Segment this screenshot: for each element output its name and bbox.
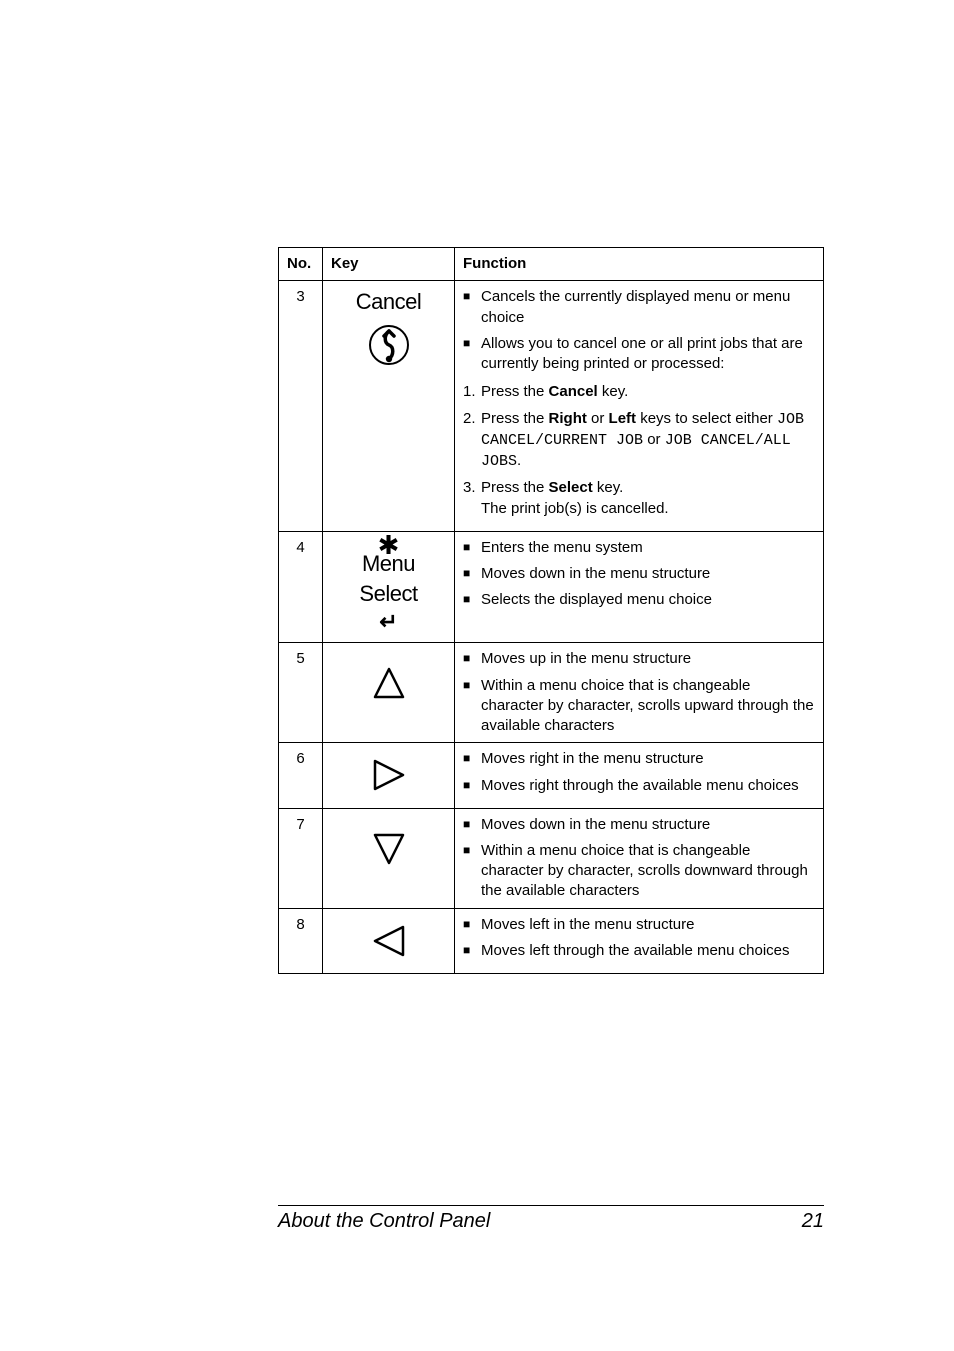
bullet-item: Allows you to cancel one or all print jo… (463, 334, 815, 375)
up-arrow-icon (369, 663, 409, 709)
key-cell-left (323, 908, 455, 973)
step-item: 2. Press the Right or Left keys to selec… (463, 409, 815, 473)
row-no: 3 (279, 281, 323, 532)
function-cell: Moves up in the menu structure Within a … (455, 643, 824, 743)
bullet-item: Cancels the currently displayed menu or … (463, 287, 815, 328)
bullet-item: Moves right in the menu structure (463, 749, 815, 769)
bullet-item: Enters the menu system (463, 538, 815, 558)
footer-title: About the Control Panel (278, 1210, 490, 1233)
function-cell: Moves left in the menu structure Moves l… (455, 908, 824, 973)
function-cell: Moves down in the menu structure Within … (455, 808, 824, 908)
bullet-item: Within a menu choice that is changeable … (463, 676, 815, 737)
header-key: Key (323, 248, 455, 281)
function-cell: Enters the menu system Moves down in the… (455, 531, 824, 643)
bullet-item: Selects the displayed menu choice (463, 590, 815, 610)
key-cell-cancel: Cancel (323, 281, 455, 532)
bullet-item: Moves down in the menu structure (463, 815, 815, 835)
header-no: No. (279, 248, 323, 281)
key-cell-right (323, 743, 455, 808)
bullet-item: Moves up in the menu structure (463, 649, 815, 669)
select-label: Select (331, 579, 446, 609)
table-row: 5 Moves up in the menu structure Within … (279, 643, 824, 743)
down-arrow-icon (369, 829, 409, 875)
left-arrow-icon (369, 921, 409, 967)
key-cell-up (323, 643, 455, 743)
footer-rule (278, 1205, 824, 1206)
page-footer: About the Control Panel 21 (278, 1205, 824, 1233)
table-row: 3 Cancel Cancels the currently displayed… (279, 281, 824, 532)
header-function: Function (455, 248, 824, 281)
key-cell-down (323, 808, 455, 908)
step-item: 1. Press the Cancel key. (463, 382, 815, 402)
key-cell-menu-select: ✱ Menu Select ↵ (323, 531, 455, 643)
return-icon: ↵ (331, 607, 446, 637)
step-item: 3. Press the Select key. The print job(s… (463, 478, 815, 519)
table-row: 7 Moves down in the menu structure Withi… (279, 808, 824, 908)
bullet-item: Moves down in the menu structure (463, 564, 815, 584)
row-no: 7 (279, 808, 323, 908)
row-no: 4 (279, 531, 323, 643)
bullet-item: Within a menu choice that is changeable … (463, 841, 815, 902)
menu-label: Menu (331, 549, 446, 579)
control-keys-table: No. Key Function 3 Cancel (278, 247, 824, 974)
bullet-item: Moves right through the available menu c… (463, 776, 815, 796)
bullet-item: Moves left in the menu structure (463, 915, 815, 935)
footer-page-number: 21 (802, 1210, 824, 1233)
table-header-row: No. Key Function (279, 248, 824, 281)
right-arrow-icon (369, 755, 409, 801)
row-no: 6 (279, 743, 323, 808)
row-no: 5 (279, 643, 323, 743)
cancel-label: Cancel (331, 287, 446, 317)
table-row: 6 Moves right in the menu structure Move… (279, 743, 824, 808)
table-row: 8 Moves left in the menu structure Moves… (279, 908, 824, 973)
row-no: 8 (279, 908, 323, 973)
table-row: 4 ✱ Menu Select ↵ Enters the menu system… (279, 531, 824, 643)
bullet-item: Moves left through the available menu ch… (463, 941, 815, 961)
cancel-icon (367, 323, 411, 373)
function-cell: Cancels the currently displayed menu or … (455, 281, 824, 532)
function-cell: Moves right in the menu structure Moves … (455, 743, 824, 808)
